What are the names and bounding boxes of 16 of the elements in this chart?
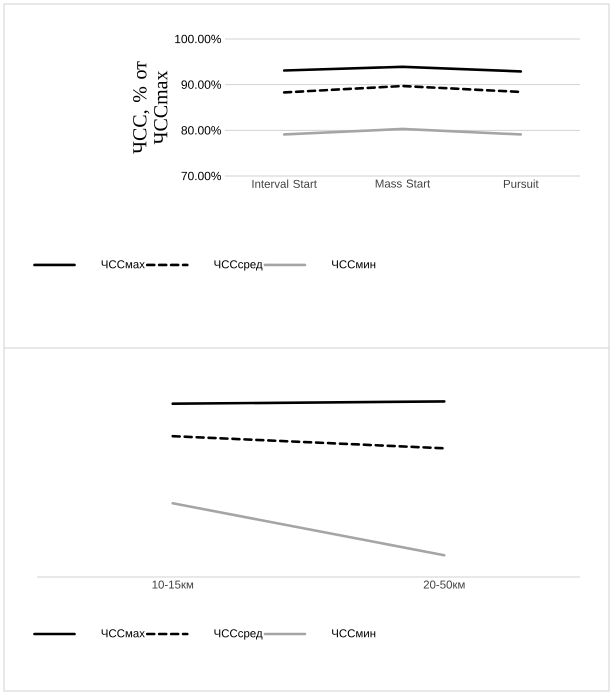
x-tick-label: 10-15км: [152, 580, 194, 589]
y-tick-label: 70.00%: [182, 172, 222, 180]
legend-label: ЧССсред: [214, 260, 262, 271]
legend-label: ЧССмах: [102, 260, 145, 268]
x-tick-label: Mass Start: [376, 180, 430, 188]
y-tick-label: 90.00%: [181, 80, 222, 89]
y-axis-title: ЧСС, % от ЧССmax: [133, 61, 168, 154]
y-tick-label: 100.00%: [175, 34, 222, 44]
legend-label: ЧССсред: [214, 629, 262, 640]
legend-label: ЧССмах: [102, 629, 145, 638]
legend-label: ЧССмин: [332, 260, 376, 268]
legend-label: ЧССмин: [332, 629, 376, 638]
x-tick-label: Interval Start: [252, 180, 317, 188]
x-tick-label: 20-50км: [424, 580, 465, 589]
x-tick-label: Pursuit: [504, 180, 539, 188]
y-tick-label: 80.00%: [181, 126, 222, 135]
